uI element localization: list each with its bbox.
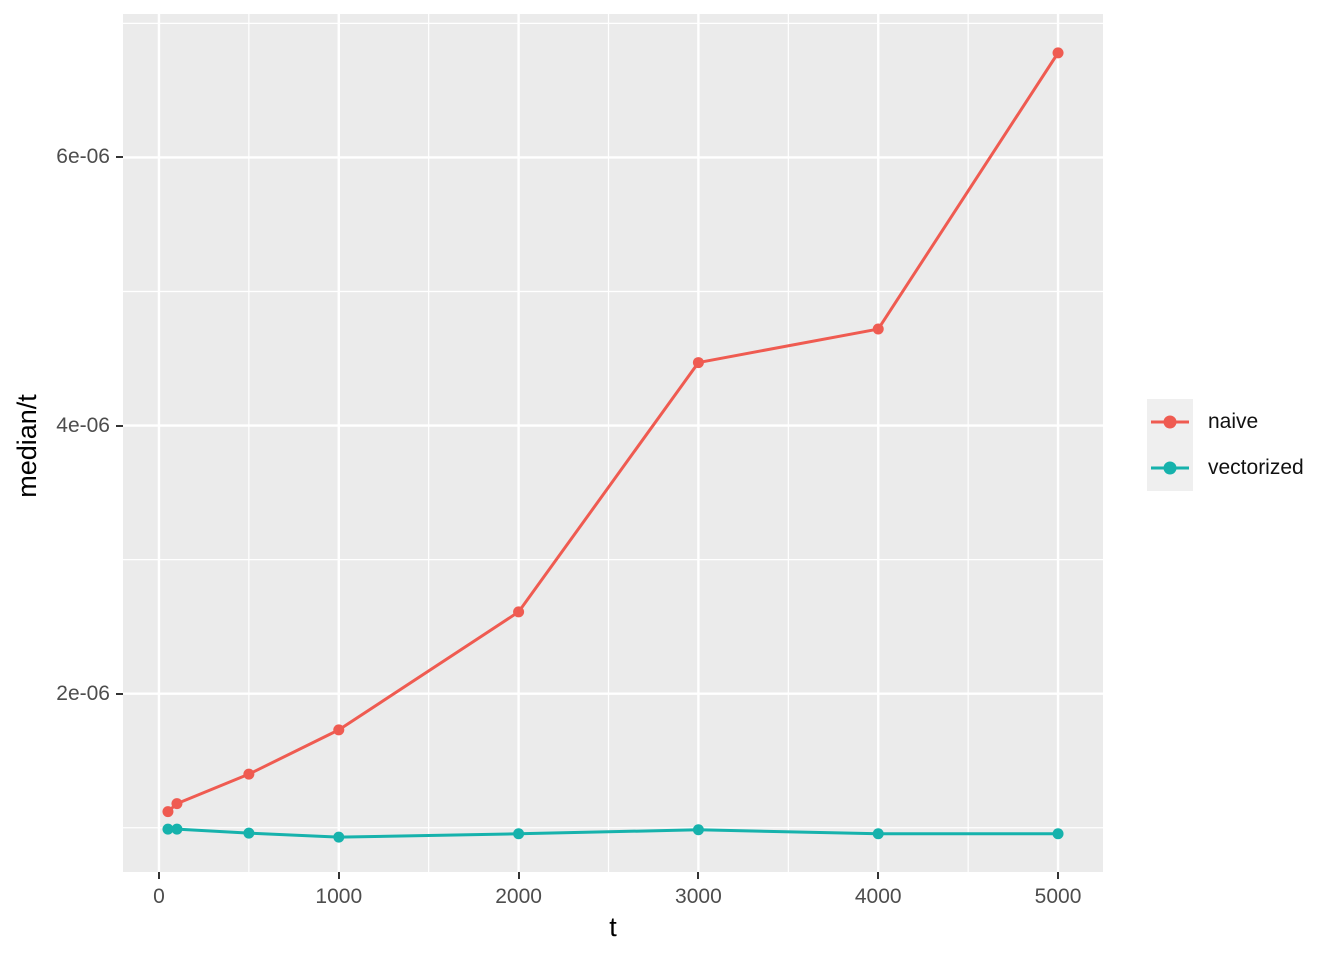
x-axis-title: t	[609, 912, 617, 942]
legend-key-vectorized	[1147, 445, 1193, 491]
legend-label: vectorized	[1208, 456, 1304, 479]
y-tick-label: 6e-06	[56, 145, 110, 169]
x-tick-mark	[517, 872, 520, 879]
legend-label: naive	[1208, 410, 1259, 433]
x-tick-mark	[337, 872, 340, 879]
data-point-naive	[1052, 47, 1064, 59]
data-point-naive	[692, 357, 704, 369]
data-point-vectorized	[513, 828, 525, 840]
plot-area-svg	[123, 14, 1103, 872]
legend-key-naive	[1147, 399, 1193, 445]
data-point-vectorized	[692, 824, 704, 836]
x-tick-mark	[1057, 872, 1060, 879]
x-tick-label: 3000	[675, 885, 722, 908]
data-point-naive	[162, 806, 174, 818]
data-point-vectorized	[171, 823, 183, 835]
legend-key-glyph-icon	[1151, 461, 1189, 475]
data-point-vectorized	[333, 831, 345, 843]
data-point-vectorized	[1052, 828, 1064, 840]
y-tick-label: 2e-06	[56, 681, 110, 705]
data-point-vectorized	[872, 828, 884, 840]
y-tick-label: 4e-06	[56, 413, 110, 437]
series-line-naive	[166, 52, 1060, 813]
y-tick-mark	[116, 692, 123, 695]
data-point-naive	[333, 724, 345, 736]
x-tick-label: 4000	[854, 885, 902, 908]
legend: naive vectorized	[1147, 399, 1304, 491]
x-tick-mark	[697, 872, 700, 879]
legend-entry-vectorized: vectorized	[1147, 445, 1304, 491]
y-axis-title: median/t	[12, 394, 42, 498]
data-point-vectorized	[162, 823, 174, 835]
data-point-naive	[171, 798, 183, 810]
y-tick-mark	[116, 156, 123, 159]
legend-key-glyph-icon	[1151, 415, 1189, 429]
y-tick-mark	[116, 424, 123, 427]
x-tick-label: 1000	[315, 885, 363, 908]
x-tick-label: 2000	[495, 885, 542, 908]
plot-panel	[123, 14, 1103, 872]
data-point-vectorized	[243, 827, 255, 839]
x-tick-mark	[157, 872, 160, 879]
x-tick-label: 0	[153, 885, 165, 908]
x-tick-label: 5000	[1034, 885, 1082, 908]
data-point-naive	[513, 606, 525, 618]
data-point-naive	[872, 323, 884, 335]
legend-entry-naive: naive	[1147, 399, 1304, 445]
x-tick-mark	[877, 872, 880, 879]
data-point-naive	[243, 768, 255, 780]
series-line-vectorized	[167, 827, 1059, 839]
